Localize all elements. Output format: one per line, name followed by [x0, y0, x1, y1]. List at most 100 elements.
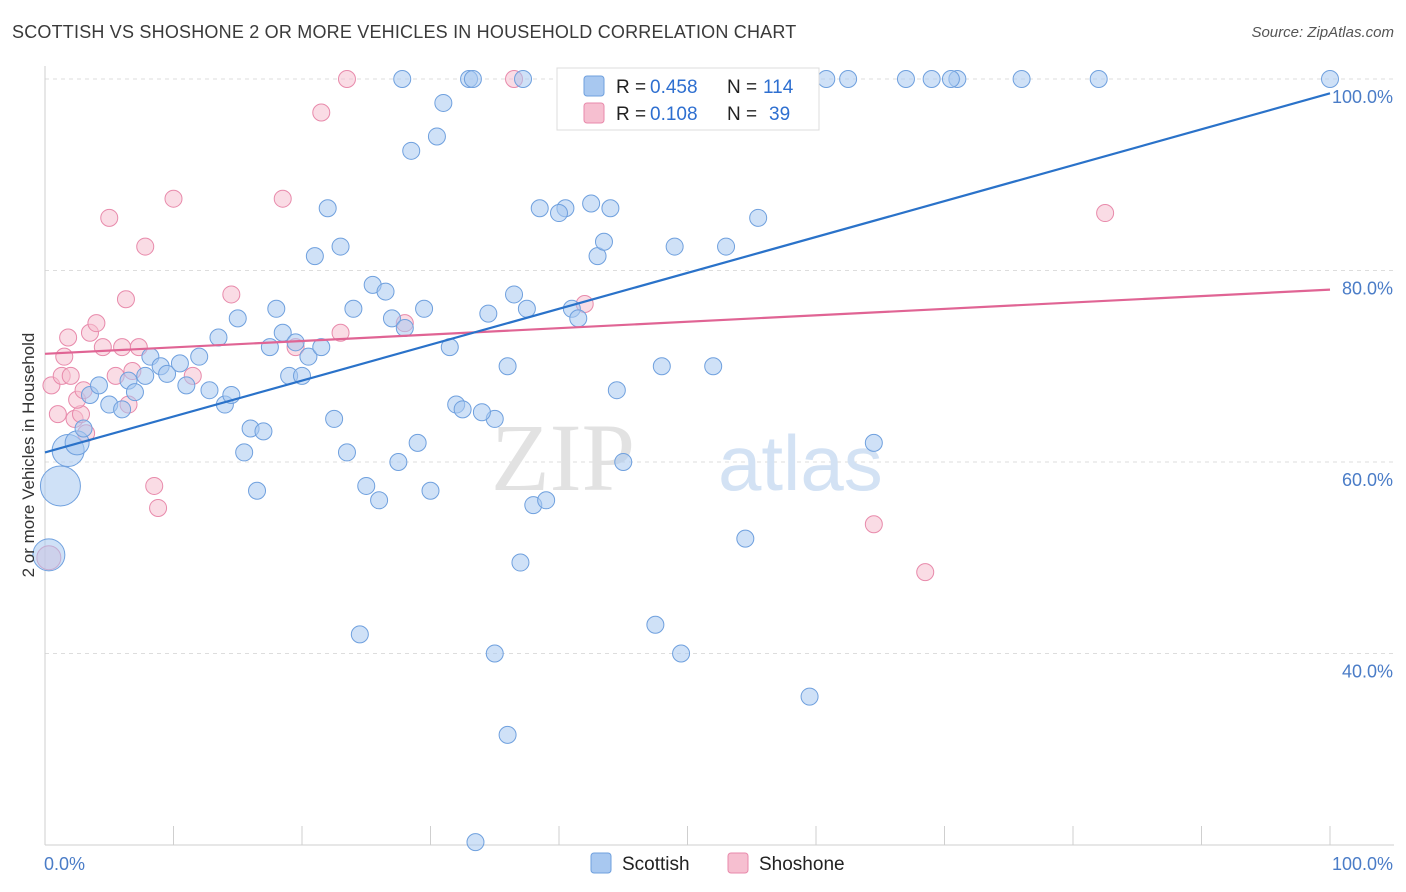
scottish-point	[136, 366, 155, 385]
shoshone-point	[331, 323, 350, 342]
scottish-point	[530, 199, 549, 218]
source-credit: Source: ZipAtlas.com	[1251, 24, 1394, 41]
scottish-point	[312, 338, 331, 357]
scottish-point	[665, 237, 684, 256]
scottish-point	[485, 644, 504, 663]
shoshone-point	[1096, 204, 1115, 223]
scottish-r-value: 0.458	[650, 77, 698, 98]
scottish-point	[498, 357, 517, 376]
scottish-point	[537, 491, 556, 510]
shoshone-r-value: 0.108	[650, 104, 698, 125]
scottish-point	[864, 433, 883, 452]
scottish-point	[260, 338, 279, 357]
shoshone-point	[916, 563, 935, 582]
shoshone-point	[93, 338, 112, 357]
scottish-point	[652, 357, 671, 376]
scottish-point	[209, 328, 228, 347]
scottish-point	[569, 309, 588, 328]
scottish-point	[113, 400, 132, 419]
shoshone-point	[100, 208, 119, 227]
scottish-point	[235, 443, 254, 462]
shoshone-point	[222, 285, 241, 304]
scottish-point	[89, 376, 108, 395]
scottish-point	[318, 199, 337, 218]
y-tick-label: 80.0%	[1342, 279, 1393, 299]
y-axis-label: 2 or more Vehicles in Household	[19, 333, 38, 578]
scottish-point	[1012, 70, 1031, 88]
shoshone-trend-line	[44, 288, 1331, 355]
scottish-n-value: 114	[763, 77, 794, 98]
scottish-point	[614, 453, 633, 471]
scottish-point	[479, 304, 498, 323]
scottish-point	[736, 529, 755, 548]
scottish-point	[74, 419, 93, 438]
scottish-point	[393, 70, 412, 88]
x-tick-label: 100.0%	[1332, 854, 1393, 874]
shoshone-point	[129, 338, 148, 357]
trend-lines	[44, 92, 1331, 454]
shoshone-point	[337, 70, 356, 88]
scottish-point	[228, 309, 247, 328]
shoshone-bottom-swatch	[727, 852, 749, 874]
shoshone-point	[48, 405, 67, 424]
scottish-point	[427, 127, 446, 146]
scottish-point	[39, 465, 81, 507]
scottish-point	[177, 376, 196, 395]
y-tick-label: 40.0%	[1342, 662, 1393, 682]
scottish-bottom-label: Scottish	[622, 854, 690, 875]
scottish-point	[267, 299, 286, 318]
scottish-point	[1321, 70, 1339, 88]
scottish-point	[170, 354, 189, 373]
scottish-point	[594, 232, 613, 251]
scottish-point	[395, 318, 414, 337]
scottish-point	[350, 625, 369, 644]
scottish-point	[817, 70, 836, 88]
scottish-bottom-swatch	[590, 852, 612, 874]
scottish-point	[517, 299, 536, 318]
scottish-point	[248, 481, 267, 500]
shoshone-point	[145, 476, 164, 495]
scottish-point	[704, 357, 723, 376]
scottish-point	[453, 400, 472, 419]
watermark: ZIP atlas	[491, 404, 883, 511]
shoshone-point	[113, 338, 132, 357]
scottish-point	[408, 433, 427, 452]
shoshone-point	[59, 328, 78, 347]
axes	[44, 66, 1394, 846]
scottish-point	[299, 347, 318, 366]
x-tick-labels: 0.0% 100.0%	[44, 854, 1393, 874]
shoshone-point	[312, 103, 331, 122]
scottish-point	[472, 403, 491, 422]
shoshone-r-label: R =	[616, 104, 646, 125]
watermark-zip: ZIP	[491, 404, 635, 511]
scottish-r-label: R =	[616, 77, 646, 98]
shoshone-point	[116, 290, 135, 309]
scottish-point	[344, 299, 363, 318]
scottish-point	[376, 282, 395, 301]
scottish-point	[749, 208, 768, 227]
scottish-trend-line	[44, 92, 1331, 454]
scottish-point	[466, 833, 485, 852]
scottish-point	[370, 491, 389, 510]
scottish-point	[254, 422, 273, 441]
scottish-point	[305, 247, 324, 266]
shoshone-point	[87, 314, 106, 333]
y-tick-label: 100.0%	[1332, 87, 1393, 107]
scottish-point	[337, 443, 356, 462]
scottish-n-label: N =	[727, 77, 757, 98]
scottish-point	[331, 237, 350, 256]
shoshone-bottom-label: Shoshone	[759, 854, 845, 875]
scottish-point	[421, 481, 440, 500]
watermark-atlas: atlas	[718, 419, 883, 507]
scottish-point	[498, 725, 517, 744]
scottish-point	[582, 194, 601, 213]
scottish-points	[32, 70, 1339, 852]
scottish-point	[672, 644, 691, 663]
scottish-point	[514, 70, 533, 88]
shoshone-point	[55, 347, 74, 366]
scottish-point	[550, 204, 568, 223]
scottish-point	[463, 70, 482, 88]
shoshone-point	[864, 515, 883, 534]
scottish-point	[922, 70, 941, 88]
